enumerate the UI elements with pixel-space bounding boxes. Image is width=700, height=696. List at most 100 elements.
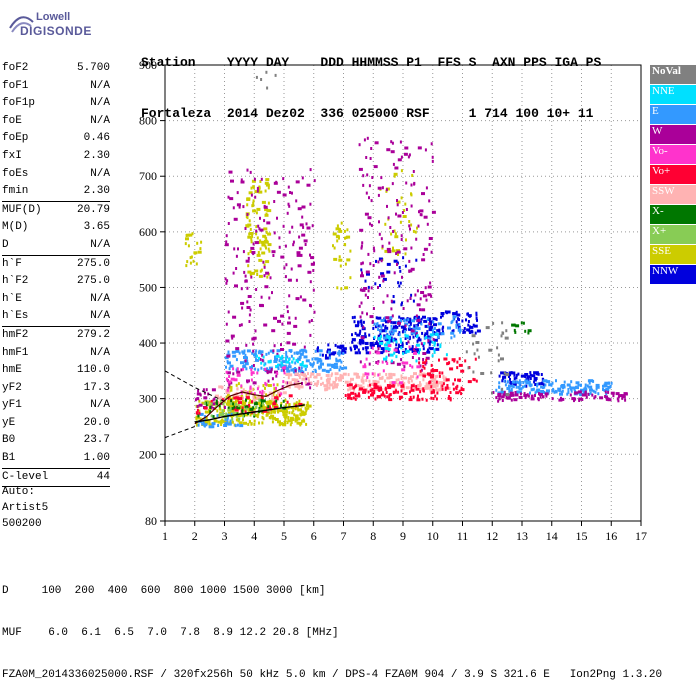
data-point-nnw — [466, 328, 471, 332]
data-point-ssw — [440, 384, 442, 388]
data-point-ssw — [358, 384, 363, 388]
data-point-w — [234, 284, 238, 288]
data-point-w — [497, 392, 502, 396]
data-point-w — [544, 392, 549, 396]
data-point-nne — [405, 349, 410, 353]
data-point-nnw — [400, 325, 405, 329]
data-point-w — [302, 225, 305, 229]
data-point-nnw — [513, 377, 516, 381]
param-row-fmin: fmin 2.30 — [2, 183, 110, 201]
data-point-w — [523, 394, 528, 397]
data-point-e — [557, 388, 560, 392]
data-point-nnw — [336, 345, 339, 349]
data-point-nnw — [397, 332, 400, 336]
data-point-ssw — [434, 375, 437, 379]
param-name: h`E — [2, 292, 22, 305]
data-point-w — [227, 222, 230, 225]
data-point-x — [232, 412, 237, 416]
data-point-ssw — [310, 372, 315, 376]
data-point-nnw — [419, 338, 422, 342]
data-point-w — [286, 341, 291, 345]
data-point-w — [415, 332, 418, 336]
data-point-nnw — [357, 323, 360, 327]
data-point-sse — [303, 411, 306, 415]
x-tick-label: 2 — [192, 529, 198, 543]
data-point-w — [298, 235, 301, 239]
data-point-sse — [343, 243, 346, 246]
data-point-w — [422, 253, 425, 256]
data-point-nnw — [399, 281, 402, 285]
data-point-sse — [201, 401, 206, 405]
data-point-w — [268, 296, 271, 300]
data-point-sse — [276, 383, 279, 387]
y-tick-label: 200 — [139, 447, 157, 461]
data-point-nnw — [364, 332, 367, 336]
data-point-x — [216, 402, 218, 406]
footer-file-info: FZA0M_2014336025000.RSF / 320fx256h 50 k… — [2, 669, 663, 681]
data-point-noval — [485, 326, 490, 330]
data-point-e — [274, 357, 278, 361]
data-point-w — [286, 310, 289, 314]
data-point-vo — [412, 395, 415, 399]
data-point-ssw — [397, 378, 400, 382]
data-point-w — [367, 296, 369, 299]
data-point-sse — [207, 400, 212, 404]
data-point-nnw — [468, 329, 471, 333]
data-point-e — [427, 324, 430, 328]
data-point-noval — [477, 355, 480, 359]
data-point-vo — [348, 383, 353, 387]
data-point-w — [623, 392, 628, 396]
param-value: N/A — [90, 310, 110, 323]
data-point-sse — [403, 209, 406, 212]
x-tick-label: 13 — [516, 529, 528, 543]
data-point-w — [425, 298, 428, 302]
data-point-w — [377, 360, 380, 364]
data-point-vo — [363, 363, 366, 367]
data-point-x — [197, 414, 200, 418]
data-point-sse — [253, 271, 255, 275]
data-point-x — [513, 323, 516, 327]
data-point-nnw — [440, 312, 445, 315]
data-point-nnw — [365, 342, 368, 345]
data-point-e — [224, 421, 229, 425]
data-point-e — [227, 350, 230, 354]
data-point-sse — [198, 409, 201, 413]
data-point-sse — [282, 412, 285, 416]
data-point-w — [506, 396, 511, 400]
param-row-ye: yE 20.0 — [2, 415, 110, 433]
data-point-w — [363, 287, 368, 290]
data-point-sse — [252, 209, 257, 213]
data-point-w — [607, 390, 610, 394]
data-point-w — [364, 293, 367, 297]
data-point-x — [203, 402, 206, 406]
data-point-sse — [258, 403, 261, 407]
data-point-sse — [300, 408, 302, 412]
data-point-w — [380, 274, 385, 278]
data-point-e — [458, 323, 461, 326]
data-point-w — [246, 213, 249, 216]
data-point-nnw — [342, 350, 347, 354]
param-row-yf2: yF2 17.3 — [2, 380, 110, 398]
data-point-w — [359, 288, 362, 292]
data-point-w — [211, 402, 216, 406]
data-point-sse — [267, 232, 270, 236]
param-value: 0.46 — [83, 132, 110, 145]
data-point-vo — [195, 411, 198, 415]
data-point-w — [387, 250, 392, 254]
data-point-e — [408, 325, 411, 329]
data-point-nnw — [426, 350, 431, 354]
data-point-vo — [281, 366, 286, 370]
data-point-w — [403, 365, 406, 369]
data-point-e — [205, 423, 208, 427]
data-point-ssw — [310, 381, 313, 385]
data-point-w — [420, 213, 423, 217]
data-point-ssw — [400, 377, 403, 380]
data-point-w — [284, 244, 287, 248]
data-point-e — [273, 360, 278, 363]
data-point-e — [407, 336, 410, 340]
data-point-nne — [393, 351, 396, 355]
data-point-e — [413, 330, 416, 334]
data-point-ssw — [432, 377, 435, 381]
data-point-vo — [415, 345, 418, 349]
data-point-vo — [458, 379, 461, 383]
